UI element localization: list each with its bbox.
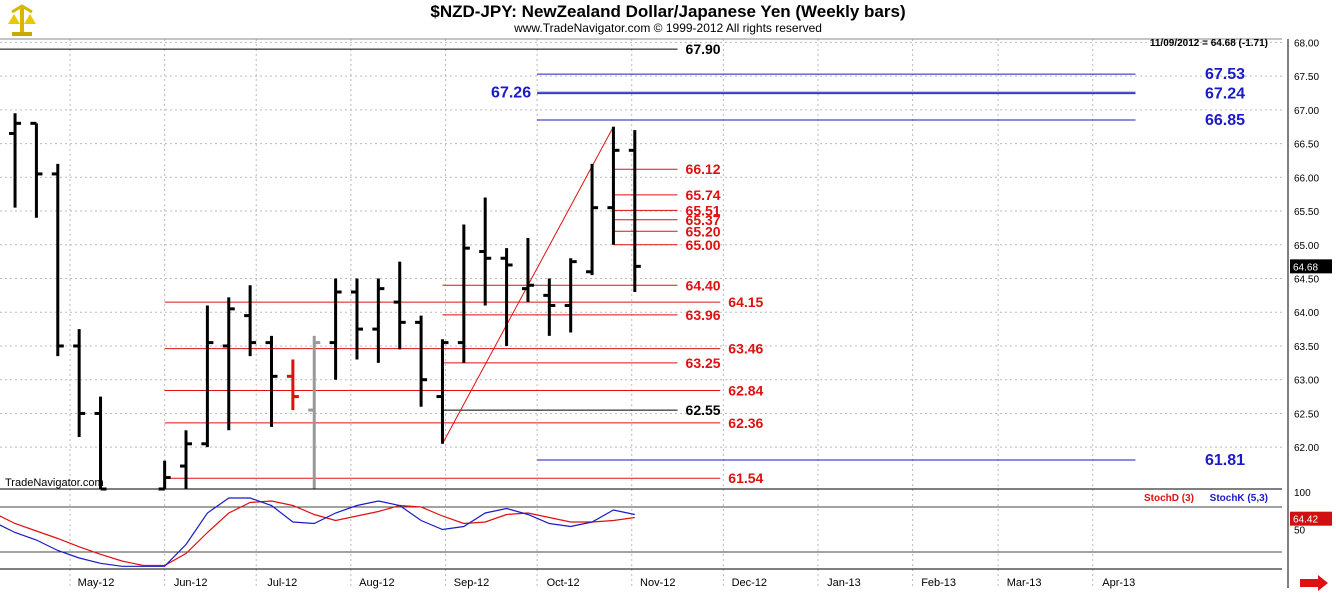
legend-stochk: StochK (5,3) xyxy=(1210,493,1268,504)
level-label: 62.84 xyxy=(728,382,763,398)
x-tick-label: Jul-12 xyxy=(267,577,297,589)
ohlc-bar xyxy=(500,248,513,346)
last-price-value: 64.68 xyxy=(1293,262,1318,273)
ohlc-bar xyxy=(94,396,107,491)
ohlc-bar xyxy=(9,113,22,208)
chart-subtitle: www.TradeNavigator.com © 1999-2012 All r… xyxy=(514,21,822,35)
y-tick-label: 63.00 xyxy=(1294,376,1319,387)
legend-stochd: StochD (3) xyxy=(1144,493,1194,504)
y-tick-label: 62.50 xyxy=(1294,409,1319,420)
ohlc-bar xyxy=(329,278,342,380)
level-label: 62.36 xyxy=(728,415,763,431)
ohlc-bar xyxy=(436,339,449,444)
ohlc-bar xyxy=(51,163,64,357)
level-label: 66.85 xyxy=(1205,112,1245,129)
ohlc-bar xyxy=(607,126,620,245)
ohlc-bar xyxy=(158,460,171,491)
ohlc-bar xyxy=(265,335,278,427)
y-tick-label: 67.50 xyxy=(1294,72,1319,83)
ohlc-bar xyxy=(393,261,406,350)
ohlc-bar xyxy=(308,335,321,489)
ohlc-bar xyxy=(222,297,235,431)
x-tick-label: Oct-12 xyxy=(547,577,580,589)
level-label: 64.40 xyxy=(686,277,721,293)
ohlc-bar xyxy=(457,224,470,363)
y-tick-label: 62.00 xyxy=(1294,443,1319,454)
level-label: 63.96 xyxy=(686,307,721,323)
level-label: 65.51 xyxy=(686,202,721,218)
level-label: 61.81 xyxy=(1205,452,1245,469)
x-tick-label: May-12 xyxy=(78,577,115,589)
level-label: 63.46 xyxy=(728,341,763,357)
ohlc-bar xyxy=(244,285,257,357)
x-tick-label: Apr-13 xyxy=(1102,577,1135,589)
x-axis: May-12 Jun-12 Jul-12 Aug-12 Sep-12 Oct-12 Nov-… xyxy=(78,577,1136,589)
ohlc-bar xyxy=(180,430,193,489)
y-tick-label: 64.50 xyxy=(1294,275,1319,286)
ohlc-bar xyxy=(479,197,492,306)
x-tick-label: Nov-12 xyxy=(640,577,675,589)
ohlc-bar xyxy=(73,329,86,438)
level-label: 65.74 xyxy=(686,187,721,203)
stochastic-panel: 100 50 StochD (3) StochK (5,3) 64.42 xyxy=(0,488,1332,567)
level-label: 67.24 xyxy=(1205,86,1245,103)
ohlc-bar xyxy=(372,278,385,363)
watermark: TradeNavigator.com xyxy=(5,477,104,489)
level-label: 65.00 xyxy=(686,237,721,253)
y-tick-label: 63.50 xyxy=(1294,342,1319,353)
level-label: 63.25 xyxy=(686,355,721,371)
y-tick-label: 64.00 xyxy=(1294,308,1319,319)
ohlc-bar xyxy=(350,278,363,360)
y-tick-label: 66.00 xyxy=(1294,173,1319,184)
level-label: 65.37 xyxy=(686,212,721,228)
x-tick-label: Jun-12 xyxy=(174,577,208,589)
y-tick-label: 66.50 xyxy=(1294,140,1319,151)
ohlc-bar xyxy=(521,238,534,303)
ohlc-bar xyxy=(201,305,214,448)
osc-last-value-tag xyxy=(1290,511,1332,526)
osc-series-line xyxy=(0,497,635,567)
ohlc-bar xyxy=(628,130,641,292)
osc-y-tick-label: 100 xyxy=(1294,488,1311,499)
price-panel: 68.00 67.50 67.00 66.50 66.00 65.50 65.00 64.50… xyxy=(0,38,1332,588)
level-label: 62.55 xyxy=(686,402,721,418)
x-tick-label: Dec-12 xyxy=(732,577,767,589)
ohlc-bar xyxy=(286,359,299,411)
level-label: 61.54 xyxy=(728,470,763,486)
ohlc-bar xyxy=(586,163,599,276)
level-label: 66.12 xyxy=(686,161,721,177)
level-label: 67.53 xyxy=(1205,66,1245,83)
scroll-right-arrow-icon[interactable] xyxy=(1300,575,1328,591)
osc-series-line xyxy=(0,500,635,567)
level-label: 65.20 xyxy=(686,223,721,239)
last-price-tag xyxy=(1290,259,1332,274)
chart-title: $NZD-JPY: NewZealand Dollar/Japanese Yen… xyxy=(430,2,906,21)
x-tick-label: Jan-13 xyxy=(827,577,861,589)
x-tick-label: Feb-13 xyxy=(921,577,956,589)
ohlc-bar xyxy=(543,278,556,336)
osc-y-tick-label: 50 xyxy=(1294,526,1306,537)
level-label: 64.15 xyxy=(728,294,763,310)
trade-navigator-logo-icon xyxy=(4,2,40,43)
last-bar-readout: 11/09/2012 = 64.68 (-1.71) xyxy=(1150,38,1268,49)
ohlc-bar xyxy=(564,258,577,333)
x-tick-label: Mar-13 xyxy=(1007,577,1042,589)
y-tick-label: 68.00 xyxy=(1294,38,1319,49)
y-tick-label: 65.00 xyxy=(1294,241,1319,252)
y-tick-label: 67.00 xyxy=(1294,106,1319,117)
x-tick-label: Sep-12 xyxy=(454,577,489,589)
osc-last-value: 64.42 xyxy=(1293,515,1318,526)
level-label: 67.26 xyxy=(491,84,531,101)
chart-frame xyxy=(0,38,1328,591)
x-tick-label: Aug-12 xyxy=(359,577,394,589)
ohlc-bar xyxy=(415,315,428,407)
ohlc-bar xyxy=(30,121,43,218)
level-label: 67.90 xyxy=(686,41,721,57)
y-tick-label: 65.50 xyxy=(1294,207,1319,218)
